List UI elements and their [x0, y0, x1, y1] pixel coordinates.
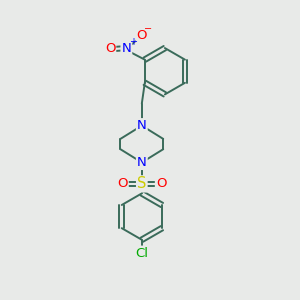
Text: Cl: Cl — [135, 247, 148, 260]
Text: N: N — [137, 119, 147, 132]
Text: O: O — [136, 29, 147, 42]
Text: +: + — [129, 37, 137, 47]
Text: N: N — [137, 156, 147, 169]
Text: N: N — [122, 42, 131, 55]
Text: O: O — [117, 177, 128, 190]
Text: O: O — [105, 42, 115, 56]
Text: −: − — [144, 24, 152, 34]
Text: S: S — [137, 176, 146, 191]
Text: O: O — [156, 177, 166, 190]
